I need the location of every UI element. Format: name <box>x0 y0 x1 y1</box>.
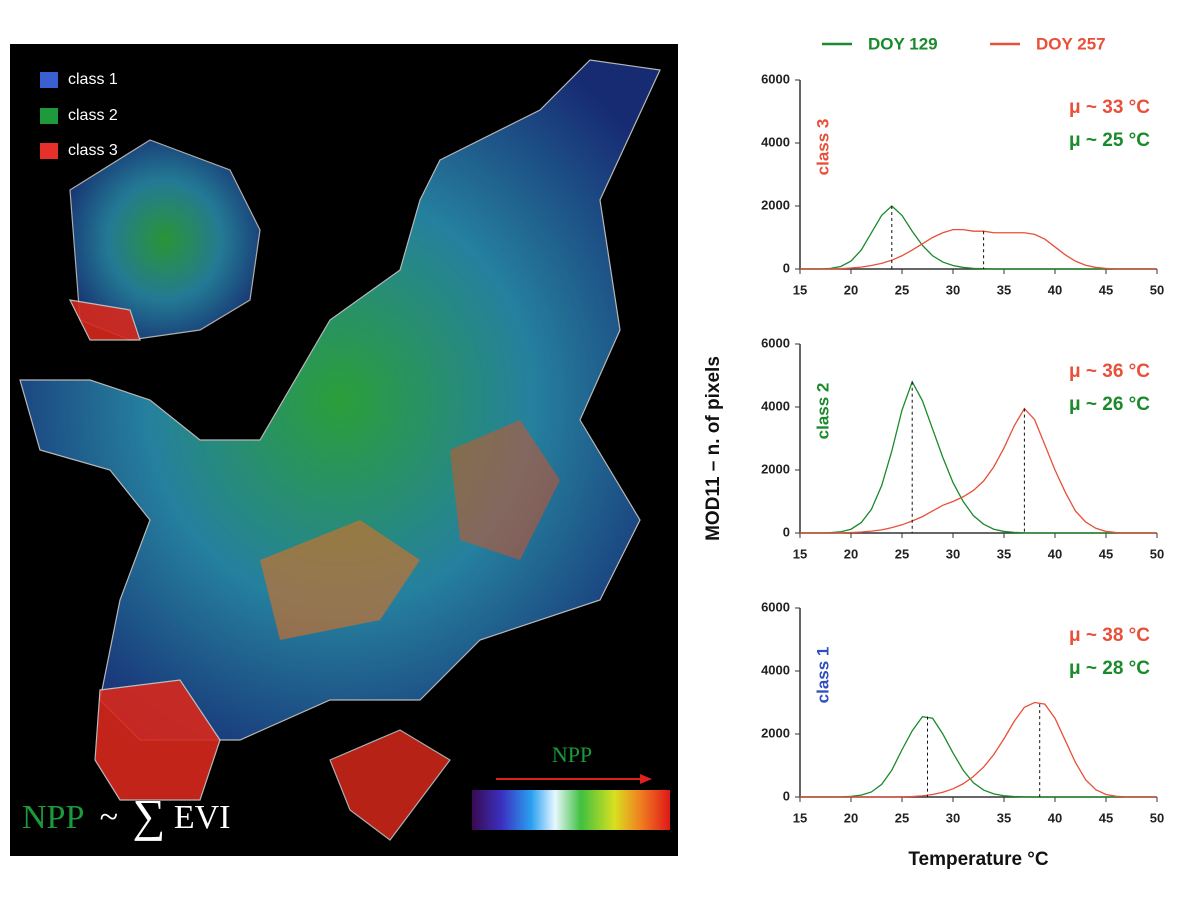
x-tick-label: 40 <box>1048 810 1062 825</box>
legend-label: class 3 <box>68 142 118 159</box>
y-tick-label: 6000 <box>761 71 790 86</box>
y-axis-label: MOD11 – n. of pixels <box>703 356 724 541</box>
legend-swatch <box>40 72 58 88</box>
x-tick-label: 50 <box>1150 282 1164 297</box>
x-tick-label: 35 <box>997 282 1011 297</box>
x-tick-label: 15 <box>793 810 807 825</box>
formula: NPP ~ ∑ EVI <box>22 790 230 841</box>
x-tick-label: 20 <box>844 810 858 825</box>
legend-label: class 1 <box>68 71 118 88</box>
legend-label: DOY 129 <box>868 34 938 53</box>
x-tick-label: 45 <box>1099 546 1113 561</box>
y-tick-label: 2000 <box>761 197 790 212</box>
legend-swatch <box>40 108 58 124</box>
series-line <box>800 715 1157 798</box>
formula-lhs: NPP <box>22 799 83 836</box>
y-tick-label: 6000 <box>761 599 790 614</box>
formula-op: ~ <box>100 799 118 836</box>
y-tick-label: 2000 <box>761 725 790 740</box>
x-tick-label: 50 <box>1150 546 1164 561</box>
formula-rhs: EVI <box>174 799 231 836</box>
x-tick-label: 30 <box>946 810 960 825</box>
map-regions <box>19 59 661 841</box>
x-tick-label: 25 <box>895 810 909 825</box>
formula-sum: ∑ <box>133 790 166 841</box>
y-tick-label: 0 <box>783 260 790 275</box>
y-tick-label: 4000 <box>761 662 790 677</box>
y-tick-label: 4000 <box>761 398 790 413</box>
x-tick-label: 20 <box>844 282 858 297</box>
colorbar <box>472 790 670 830</box>
y-tick-label: 6000 <box>761 335 790 350</box>
x-axis-label: Temperature °C <box>908 849 1049 870</box>
annotation: μ ~ 38 °C <box>1069 625 1150 646</box>
x-tick-label: 35 <box>997 546 1011 561</box>
series-line <box>800 701 1157 798</box>
x-tick-label: 25 <box>895 282 909 297</box>
legend-label: DOY 257 <box>1036 34 1106 53</box>
class-label: class 3 <box>813 119 832 176</box>
x-tick-label: 15 <box>793 282 807 297</box>
series-line <box>800 205 1157 270</box>
colorbar-arrow-head <box>640 774 652 784</box>
y-tick-label: 2000 <box>761 461 790 476</box>
series-line <box>800 228 1157 270</box>
class-label: class 2 <box>813 383 832 440</box>
series-line <box>800 407 1157 534</box>
legend-swatch <box>40 143 58 159</box>
x-tick-label: 20 <box>844 546 858 561</box>
annotation: μ ~ 26 °C <box>1069 394 1150 415</box>
x-tick-label: 25 <box>895 546 909 561</box>
x-tick-label: 15 <box>793 546 807 561</box>
legend-label: class 2 <box>68 107 118 124</box>
annotation: μ ~ 25 °C <box>1069 130 1150 151</box>
x-tick-label: 30 <box>946 282 960 297</box>
annotation: μ ~ 33 °C <box>1069 97 1150 118</box>
x-tick-label: 40 <box>1048 546 1062 561</box>
colorbar-label: NPP <box>552 742 592 767</box>
y-tick-label: 0 <box>783 524 790 539</box>
x-tick-label: 50 <box>1150 810 1164 825</box>
annotation: μ ~ 28 °C <box>1069 658 1150 679</box>
y-tick-label: 4000 <box>761 134 790 149</box>
annotation: μ ~ 36 °C <box>1069 361 1150 382</box>
class-label: class 1 <box>813 647 832 704</box>
series-line <box>800 380 1157 534</box>
x-tick-label: 45 <box>1099 810 1113 825</box>
x-tick-label: 35 <box>997 810 1011 825</box>
x-tick-label: 45 <box>1099 282 1113 297</box>
x-tick-label: 30 <box>946 546 960 561</box>
y-tick-label: 0 <box>783 788 790 803</box>
x-tick-label: 40 <box>1048 282 1062 297</box>
